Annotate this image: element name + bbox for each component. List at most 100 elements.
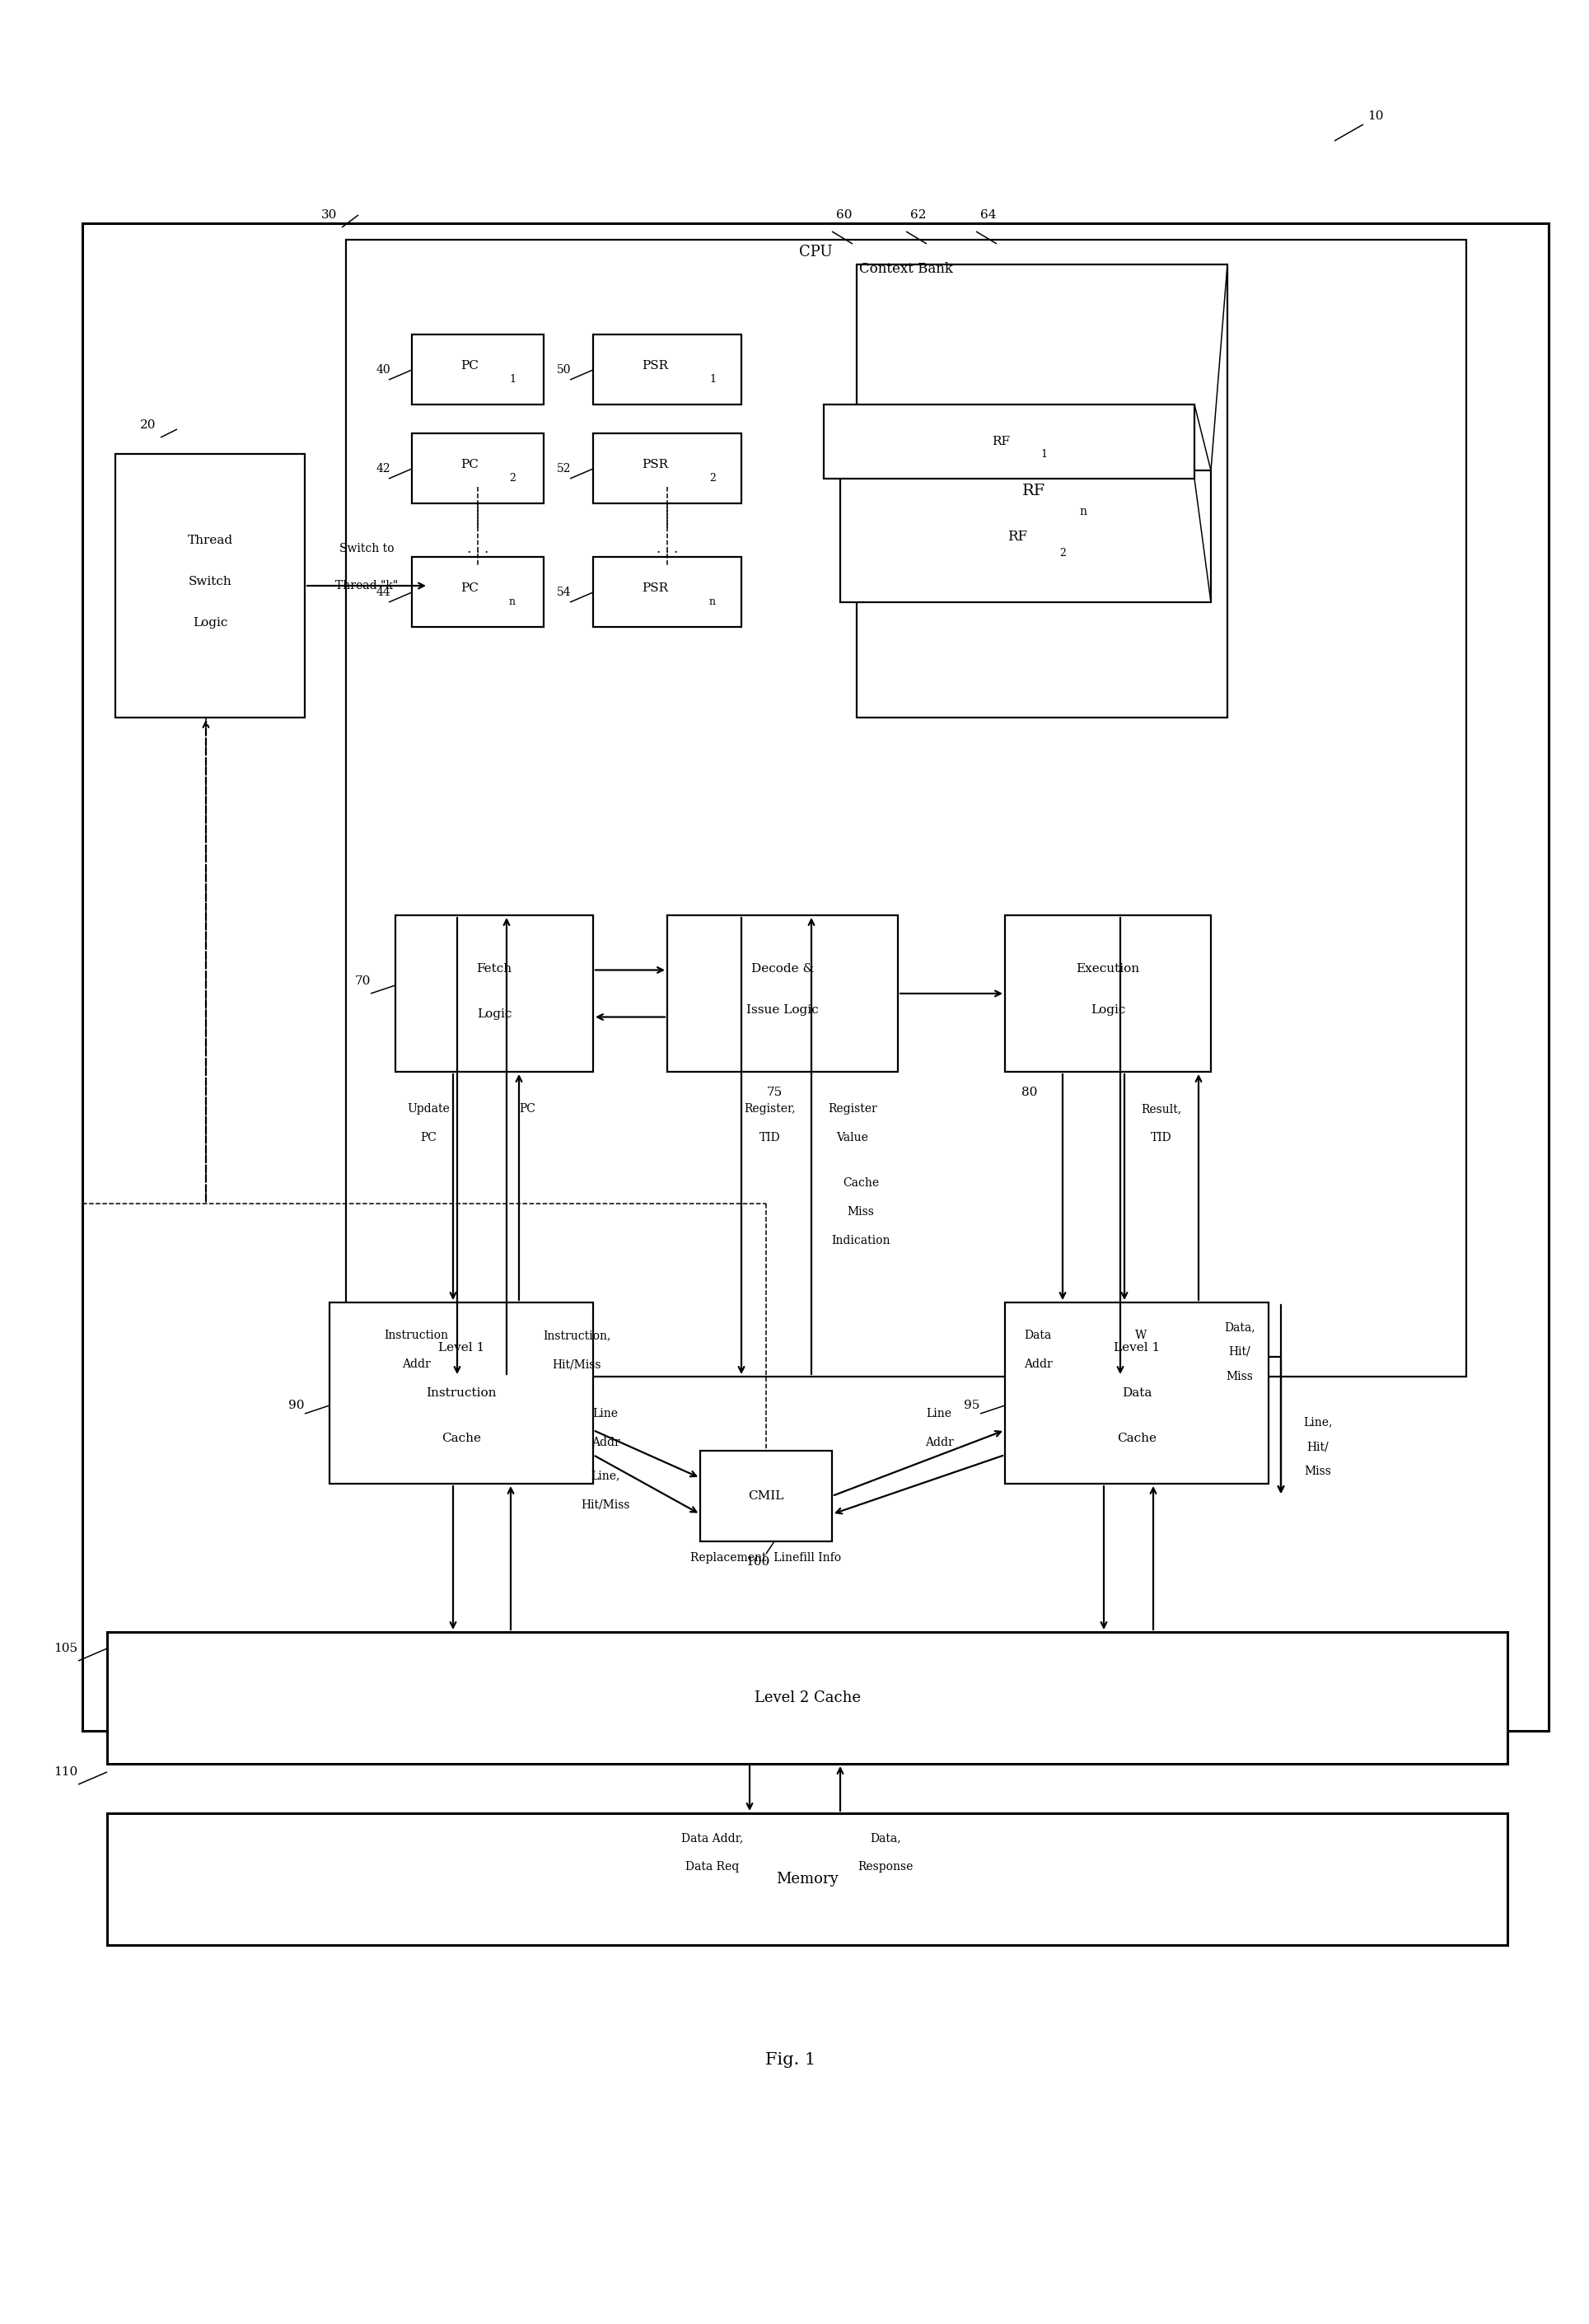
Text: PC: PC [461, 581, 478, 593]
Text: Hit/: Hit/ [1228, 1346, 1251, 1357]
Text: Data Req: Data Req [686, 1862, 739, 1873]
Bar [593, 335, 742, 404]
Text: Data Addr,: Data Addr, [682, 1831, 744, 1843]
Text: PC: PC [461, 458, 478, 469]
Text: Addr: Addr [402, 1360, 431, 1371]
Text: Register: Register [828, 1104, 877, 1116]
Text: 70: 70 [354, 976, 370, 988]
Bar [106, 1631, 1508, 1764]
Text: Addr: Addr [925, 1436, 953, 1448]
Text: Logic: Logic [1090, 1004, 1125, 1016]
Text: 30: 30 [321, 209, 337, 221]
Bar [116, 453, 305, 718]
Text: PC: PC [419, 1132, 437, 1143]
Bar [701, 1450, 833, 1541]
Text: n: n [1079, 507, 1087, 518]
Text: Update: Update [407, 1104, 450, 1116]
Text: RF: RF [1007, 530, 1026, 544]
Text: 1: 1 [508, 374, 516, 386]
Text: Register,: Register, [744, 1104, 796, 1116]
Text: Data: Data [1025, 1329, 1052, 1341]
Text: PSR: PSR [642, 458, 667, 469]
Bar [412, 558, 543, 627]
Text: PC: PC [520, 1104, 535, 1116]
Text: 10: 10 [1368, 112, 1384, 121]
Text: Result,: Result, [1141, 1104, 1182, 1116]
Text: PC: PC [461, 360, 478, 372]
Text: Instruction: Instruction [426, 1387, 496, 1399]
Text: Hit/Miss: Hit/Miss [582, 1499, 629, 1511]
Text: Response: Response [858, 1862, 914, 1873]
Text: Level 1: Level 1 [439, 1341, 485, 1353]
Bar [593, 432, 742, 504]
Text: Logic: Logic [477, 1009, 512, 1020]
Text: Decode &: Decode & [752, 962, 814, 974]
Text: Replacement, Linefill Info: Replacement, Linefill Info [691, 1552, 842, 1564]
Text: 1: 1 [709, 374, 715, 386]
Bar [329, 1301, 593, 1483]
Text: Value: Value [836, 1132, 869, 1143]
Bar [841, 469, 1211, 602]
Text: Thread "k": Thread "k" [335, 581, 397, 593]
Text: CMIL: CMIL [748, 1490, 783, 1501]
Text: RF: RF [1022, 483, 1046, 497]
Text: 54: 54 [558, 586, 572, 597]
Bar [346, 239, 1467, 1376]
Text: 95: 95 [965, 1399, 980, 1411]
Text: 62: 62 [910, 209, 926, 221]
Text: . . .: . . . [467, 541, 488, 555]
Text: Logic: Logic [192, 618, 227, 627]
Text: 42: 42 [375, 462, 391, 474]
Text: TID: TID [1150, 1132, 1173, 1143]
Text: 1: 1 [1041, 449, 1047, 460]
Text: Switch: Switch [189, 576, 232, 588]
Text: PSR: PSR [642, 360, 667, 372]
Text: 2: 2 [508, 472, 515, 483]
Text: 105: 105 [54, 1643, 78, 1655]
Bar [1004, 916, 1211, 1071]
Text: Hit/Miss: Hit/Miss [551, 1360, 601, 1371]
Bar [106, 1813, 1508, 1945]
Text: 75: 75 [766, 1088, 782, 1099]
Text: 90: 90 [289, 1399, 305, 1411]
Text: Memory: Memory [775, 1871, 839, 1887]
Bar [83, 223, 1549, 1731]
Text: Line,: Line, [1303, 1415, 1333, 1427]
Text: Miss: Miss [1227, 1371, 1254, 1383]
Text: Instruction,: Instruction, [543, 1329, 610, 1341]
Text: Level 2 Cache: Level 2 Cache [755, 1690, 860, 1706]
Bar [667, 916, 898, 1071]
Bar [856, 265, 1227, 718]
Text: 44: 44 [375, 586, 391, 597]
Bar [593, 558, 742, 627]
Bar [823, 404, 1195, 479]
Text: Line: Line [926, 1408, 952, 1420]
Text: Data,: Data, [871, 1831, 901, 1843]
Bar [412, 432, 543, 504]
Text: Indication: Indication [831, 1234, 890, 1246]
Bar [412, 335, 543, 404]
Text: 2: 2 [709, 472, 715, 483]
Text: Data,: Data, [1224, 1322, 1255, 1334]
Text: PSR: PSR [642, 581, 667, 593]
Text: 20: 20 [140, 418, 156, 430]
Text: TID: TID [760, 1132, 780, 1143]
Text: Line: Line [593, 1408, 618, 1420]
Text: Line,: Line, [591, 1469, 620, 1480]
Text: 100: 100 [745, 1557, 771, 1569]
Text: 50: 50 [558, 365, 572, 376]
Text: Data: Data [1122, 1387, 1152, 1399]
Text: n: n [709, 597, 715, 607]
Text: Addr: Addr [1023, 1360, 1052, 1371]
Text: W: W [1135, 1329, 1147, 1341]
Bar [396, 916, 593, 1071]
Text: 40: 40 [375, 365, 391, 376]
Text: Fetch: Fetch [477, 962, 512, 974]
Text: 60: 60 [836, 209, 852, 221]
Text: . . .: . . . [656, 541, 679, 555]
Text: Thread: Thread [188, 535, 232, 546]
Text: Switch to: Switch to [338, 544, 394, 555]
Text: CPU: CPU [799, 244, 833, 260]
Text: Addr: Addr [591, 1436, 620, 1448]
Text: Miss: Miss [847, 1206, 874, 1218]
